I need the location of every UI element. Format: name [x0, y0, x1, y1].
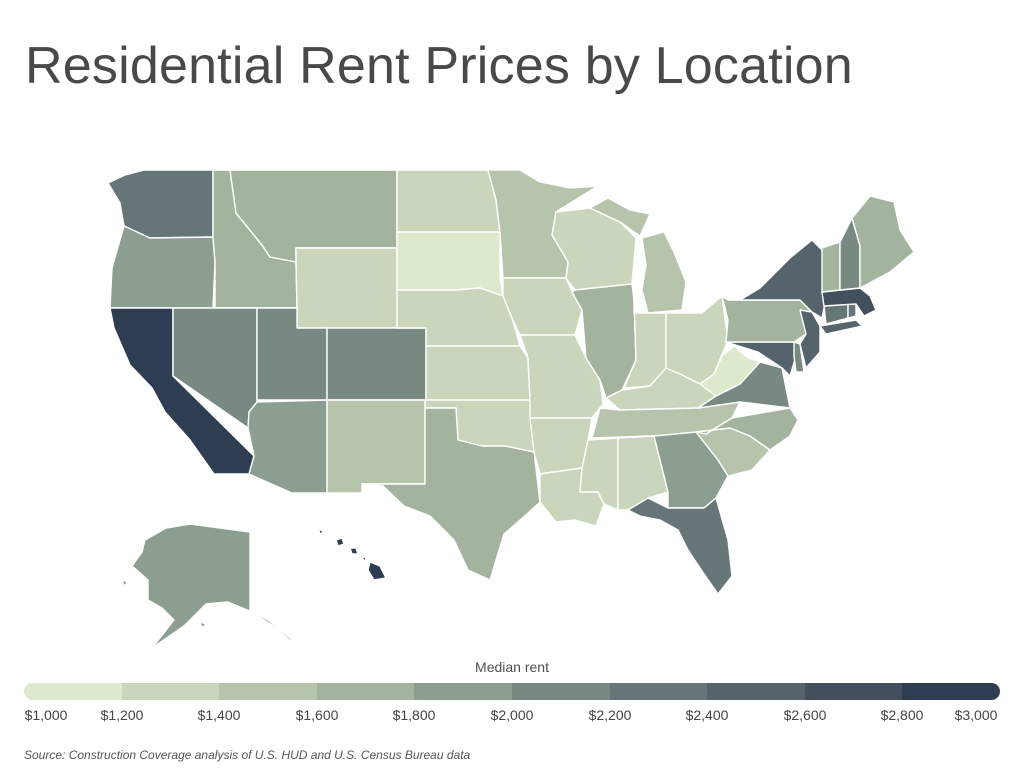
- legend-tick-label: $3,000: [954, 707, 998, 723]
- legend-tick-label: $2,000: [490, 707, 534, 723]
- legend-tick-label: $2,600: [783, 707, 827, 723]
- state-south-dakota[interactable]: [396, 231, 504, 297]
- state-hawaii[interactable]: [317, 528, 387, 581]
- legend-tick-label: $2,200: [588, 707, 632, 723]
- state-maine[interactable]: [851, 195, 915, 289]
- state-rhode-island[interactable]: [847, 303, 857, 319]
- state-texas[interactable]: [361, 407, 541, 581]
- legend-tick-labels: $1,000 $1,200 $1,400 $1,600 $1,800 $2,00…: [0, 707, 1024, 727]
- legend-swatch: [902, 683, 1000, 700]
- legend-tick-label: $1,600: [295, 707, 339, 723]
- legend-color-scale: [24, 683, 1000, 700]
- state-kansas[interactable]: [425, 345, 531, 401]
- legend-swatch: [316, 683, 415, 700]
- state-michigan[interactable]: [589, 197, 687, 314]
- state-alaska[interactable]: [121, 523, 297, 649]
- legend-swatch: [414, 683, 512, 700]
- state-pennsylvania[interactable]: [721, 295, 811, 343]
- state-missouri[interactable]: [519, 334, 604, 419]
- legend-swatch: [24, 683, 122, 700]
- legend-swatch: [511, 683, 610, 700]
- state-massachusetts[interactable]: [821, 287, 877, 317]
- legend-tick-label: $1,400: [197, 707, 241, 723]
- legend-tick-label: $2,800: [880, 707, 924, 723]
- legend-tick-label: $1,000: [24, 707, 68, 723]
- state-north-dakota[interactable]: [396, 169, 501, 233]
- state-delaware[interactable]: [793, 341, 805, 373]
- legend-swatch: [804, 683, 903, 700]
- state-west-virginia[interactable]: [699, 345, 761, 397]
- state-north-carolina[interactable]: [695, 407, 799, 451]
- legend-swatch: [609, 683, 708, 700]
- state-florida[interactable]: [627, 497, 733, 595]
- state-vermont[interactable]: [821, 241, 841, 293]
- state-wyoming[interactable]: [295, 247, 398, 329]
- legend-title: Median rent: [475, 659, 549, 675]
- map-title: Residential Rent Prices by Location: [25, 37, 853, 95]
- legend-tick-label: $1,200: [100, 707, 144, 723]
- state-new-mexico[interactable]: [326, 399, 426, 494]
- state-connecticut[interactable]: [823, 303, 849, 325]
- state-new-jersey[interactable]: [799, 309, 821, 369]
- state-colorado[interactable]: [326, 327, 427, 401]
- legend-swatch: [219, 683, 317, 700]
- source-note: Source: Construction Coverage analysis o…: [24, 748, 471, 762]
- state-oregon[interactable]: [109, 225, 216, 309]
- legend-tick-label: $2,400: [685, 707, 729, 723]
- legend-tick-label: $1,800: [392, 707, 436, 723]
- state-arizona[interactable]: [247, 399, 328, 494]
- us-choropleth-map: [107, 169, 915, 649]
- legend-swatch: [121, 683, 220, 700]
- legend-swatch: [707, 683, 805, 700]
- state-tennessee[interactable]: [591, 401, 741, 439]
- state-nebraska[interactable]: [396, 287, 521, 347]
